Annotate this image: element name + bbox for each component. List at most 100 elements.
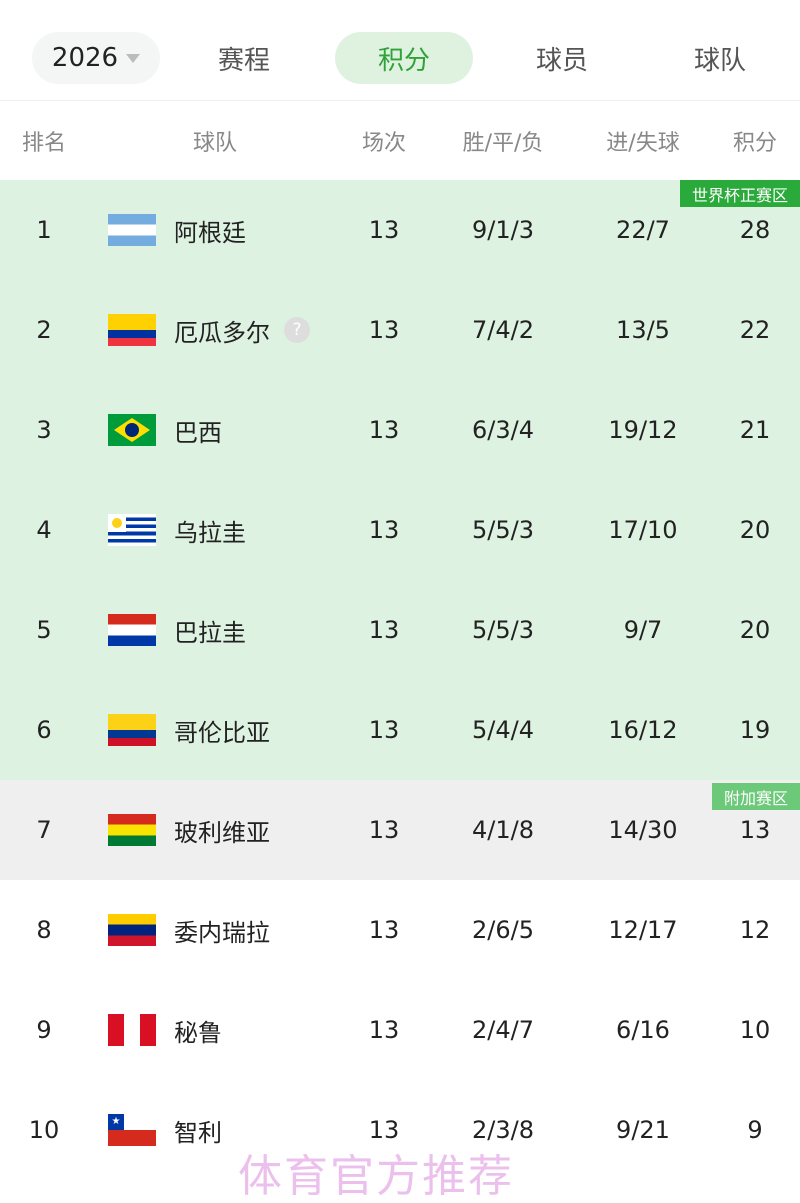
points: 20 [739, 516, 771, 544]
wdl: 4/1/8 [472, 816, 534, 844]
goals: 14/30 [608, 816, 678, 844]
col-points: 积分 [732, 130, 777, 156]
table-row[interactable]: 10 ★ 智利 13 2/3/8 9/21 9 [0, 1080, 800, 1180]
zone-badge-qualify: 世界杯正赛区 [679, 180, 800, 207]
table-row[interactable]: 1 阿根廷 13 9/1/3 22/7 28 世界杯正赛区 [0, 180, 800, 280]
rank: 4 [36, 516, 52, 544]
caret-down-icon [126, 53, 141, 63]
played: 13 [368, 416, 400, 444]
points: 9 [747, 1116, 763, 1144]
rank: 3 [36, 416, 52, 444]
top-tabs: 2026 赛程 积分 球员 球队 [0, 32, 800, 84]
flag-argentina-icon [108, 214, 156, 246]
team-name: 厄瓜多尔 [174, 318, 270, 347]
played: 13 [368, 216, 400, 244]
tab-schedule[interactable]: 赛程 [217, 45, 270, 76]
col-goals: 进/失球 [606, 130, 680, 156]
col-wdl: 胜/平/负 [462, 130, 544, 156]
table-row[interactable]: 4 乌拉圭 13 5/5/3 17/10 20 [0, 480, 800, 580]
table-row[interactable]: 5 巴拉圭 13 5/5/3 9/7 20 [0, 580, 800, 680]
goals: 12/17 [608, 916, 678, 944]
tab-teams[interactable]: 球队 [693, 45, 746, 76]
table-row[interactable]: 7 玻利维亚 13 4/1/8 14/30 13 附加赛区 [0, 780, 800, 880]
zone-badge-playoff: 附加赛区 [711, 783, 800, 810]
flag-uruguay-icon [108, 514, 156, 546]
flag-ecuador-icon [108, 314, 156, 346]
wdl: 5/4/4 [472, 716, 534, 744]
table-row[interactable]: 3 巴西 13 6/3/4 19/12 21 [0, 380, 800, 480]
watermark: 体育官方推荐 [238, 1151, 514, 1202]
rank: 9 [36, 1016, 52, 1044]
played: 13 [368, 916, 400, 944]
team-cell[interactable]: 巴拉圭 [108, 580, 348, 680]
tab-standings[interactable]: 积分 [335, 32, 473, 84]
points: 21 [739, 416, 771, 444]
wdl: 2/3/8 [472, 1116, 534, 1144]
points: 22 [739, 316, 771, 344]
wdl: 7/4/2 [472, 316, 534, 344]
played: 13 [368, 1116, 400, 1144]
wdl: 2/6/5 [472, 916, 534, 944]
wdl: 9/1/3 [472, 216, 534, 244]
points: 20 [739, 616, 771, 644]
flag-venezuela-icon [108, 914, 156, 946]
team-name: 智利 [174, 1118, 222, 1147]
goals: 9/21 [616, 1116, 670, 1144]
rank: 1 [36, 216, 52, 244]
team-cell[interactable]: 哥伦比亚 [108, 680, 348, 780]
team-name: 巴西 [174, 418, 222, 447]
team-name: 秘鲁 [174, 1018, 222, 1047]
year-value: 2026 [51, 43, 119, 73]
help-icon[interactable]: ? [284, 317, 310, 343]
team-name: 委内瑞拉 [174, 918, 270, 947]
flag-colombia-icon [108, 714, 156, 746]
wdl: 6/3/4 [472, 416, 534, 444]
team-cell[interactable]: ★ 智利 [108, 1080, 348, 1180]
rank: 2 [36, 316, 52, 344]
rank: 7 [36, 816, 52, 844]
played: 13 [368, 716, 400, 744]
rank: 8 [36, 916, 52, 944]
flag-chile-icon: ★ [108, 1114, 156, 1146]
team-cell[interactable]: 乌拉圭 [108, 480, 348, 580]
table-row[interactable]: 9 秘鲁 13 2/4/7 6/16 10 [0, 980, 800, 1080]
col-rank: 排名 [21, 130, 66, 156]
goals: 16/12 [608, 716, 678, 744]
rank: 10 [28, 1116, 60, 1144]
goals: 6/16 [616, 1016, 670, 1044]
points: 10 [739, 1016, 771, 1044]
team-name: 玻利维亚 [174, 818, 270, 847]
team-name: 哥伦比亚 [174, 718, 270, 747]
played: 13 [368, 316, 400, 344]
goals: 13/5 [616, 316, 670, 344]
table-header: 排名 球队 场次 胜/平/负 进/失球 积分 [0, 100, 800, 180]
col-team: 球队 [192, 130, 237, 156]
points: 28 [739, 216, 771, 244]
team-cell[interactable]: 秘鲁 [108, 980, 348, 1080]
team-cell[interactable]: 厄瓜多尔? [108, 280, 348, 380]
rank: 5 [36, 616, 52, 644]
team-cell[interactable]: 巴西 [108, 380, 348, 480]
goals: 22/7 [616, 216, 670, 244]
team-name: 巴拉圭 [174, 618, 246, 647]
points: 12 [739, 916, 771, 944]
tab-players[interactable]: 球员 [535, 45, 588, 76]
played: 13 [368, 816, 400, 844]
goals: 9/7 [623, 616, 663, 644]
table-row[interactable]: 2 厄瓜多尔? 13 7/4/2 13/5 22 [0, 280, 800, 380]
played: 13 [368, 616, 400, 644]
team-cell[interactable]: 玻利维亚 [108, 780, 348, 880]
flag-peru-icon [108, 1014, 156, 1046]
played: 13 [368, 516, 400, 544]
year-selector[interactable]: 2026 [32, 32, 160, 84]
wdl: 5/5/3 [472, 516, 534, 544]
flag-paraguay-icon [108, 614, 156, 646]
wdl: 5/5/3 [472, 616, 534, 644]
team-cell[interactable]: 阿根廷 [108, 180, 348, 280]
table-row[interactable]: 6 哥伦比亚 13 5/4/4 16/12 19 [0, 680, 800, 780]
team-name: 乌拉圭 [174, 518, 246, 547]
team-cell[interactable]: 委内瑞拉 [108, 880, 348, 980]
table-row[interactable]: 8 委内瑞拉 13 2/6/5 12/17 12 [0, 880, 800, 980]
goals: 19/12 [608, 416, 678, 444]
col-played: 场次 [361, 130, 406, 156]
